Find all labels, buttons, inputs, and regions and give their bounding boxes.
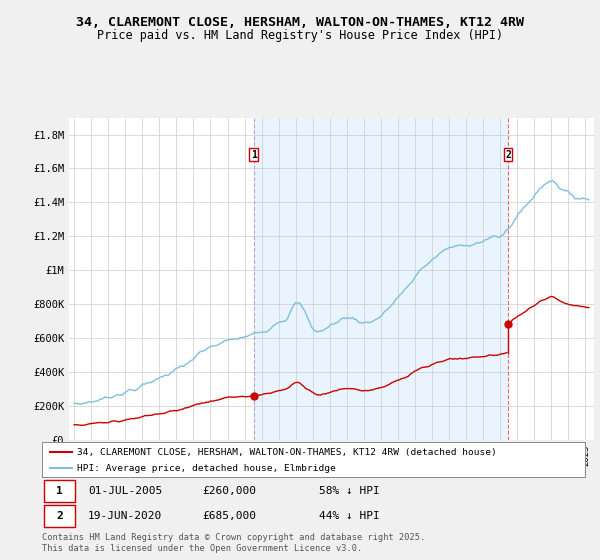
Text: 1: 1: [56, 486, 63, 496]
Text: £260,000: £260,000: [202, 486, 256, 496]
Text: 19-JUN-2020: 19-JUN-2020: [88, 511, 163, 521]
FancyBboxPatch shape: [44, 505, 75, 526]
Text: £685,000: £685,000: [202, 511, 256, 521]
Text: Contains HM Land Registry data © Crown copyright and database right 2025.
This d: Contains HM Land Registry data © Crown c…: [42, 533, 425, 553]
FancyBboxPatch shape: [44, 480, 75, 502]
Text: 2: 2: [56, 511, 63, 521]
Text: 1: 1: [251, 150, 257, 160]
Text: 2: 2: [505, 150, 511, 160]
Bar: [254, 118, 508, 440]
Text: 01-JUL-2005: 01-JUL-2005: [88, 486, 163, 496]
Text: Price paid vs. HM Land Registry's House Price Index (HPI): Price paid vs. HM Land Registry's House …: [97, 29, 503, 42]
Text: HPI: Average price, detached house, Elmbridge: HPI: Average price, detached house, Elmb…: [77, 464, 336, 473]
Text: 34, CLAREMONT CLOSE, HERSHAM, WALTON-ON-THAMES, KT12 4RW (detached house): 34, CLAREMONT CLOSE, HERSHAM, WALTON-ON-…: [77, 447, 497, 456]
Text: 44% ↓ HPI: 44% ↓ HPI: [319, 511, 380, 521]
Text: 34, CLAREMONT CLOSE, HERSHAM, WALTON-ON-THAMES, KT12 4RW: 34, CLAREMONT CLOSE, HERSHAM, WALTON-ON-…: [76, 16, 524, 29]
Text: 58% ↓ HPI: 58% ↓ HPI: [319, 486, 380, 496]
